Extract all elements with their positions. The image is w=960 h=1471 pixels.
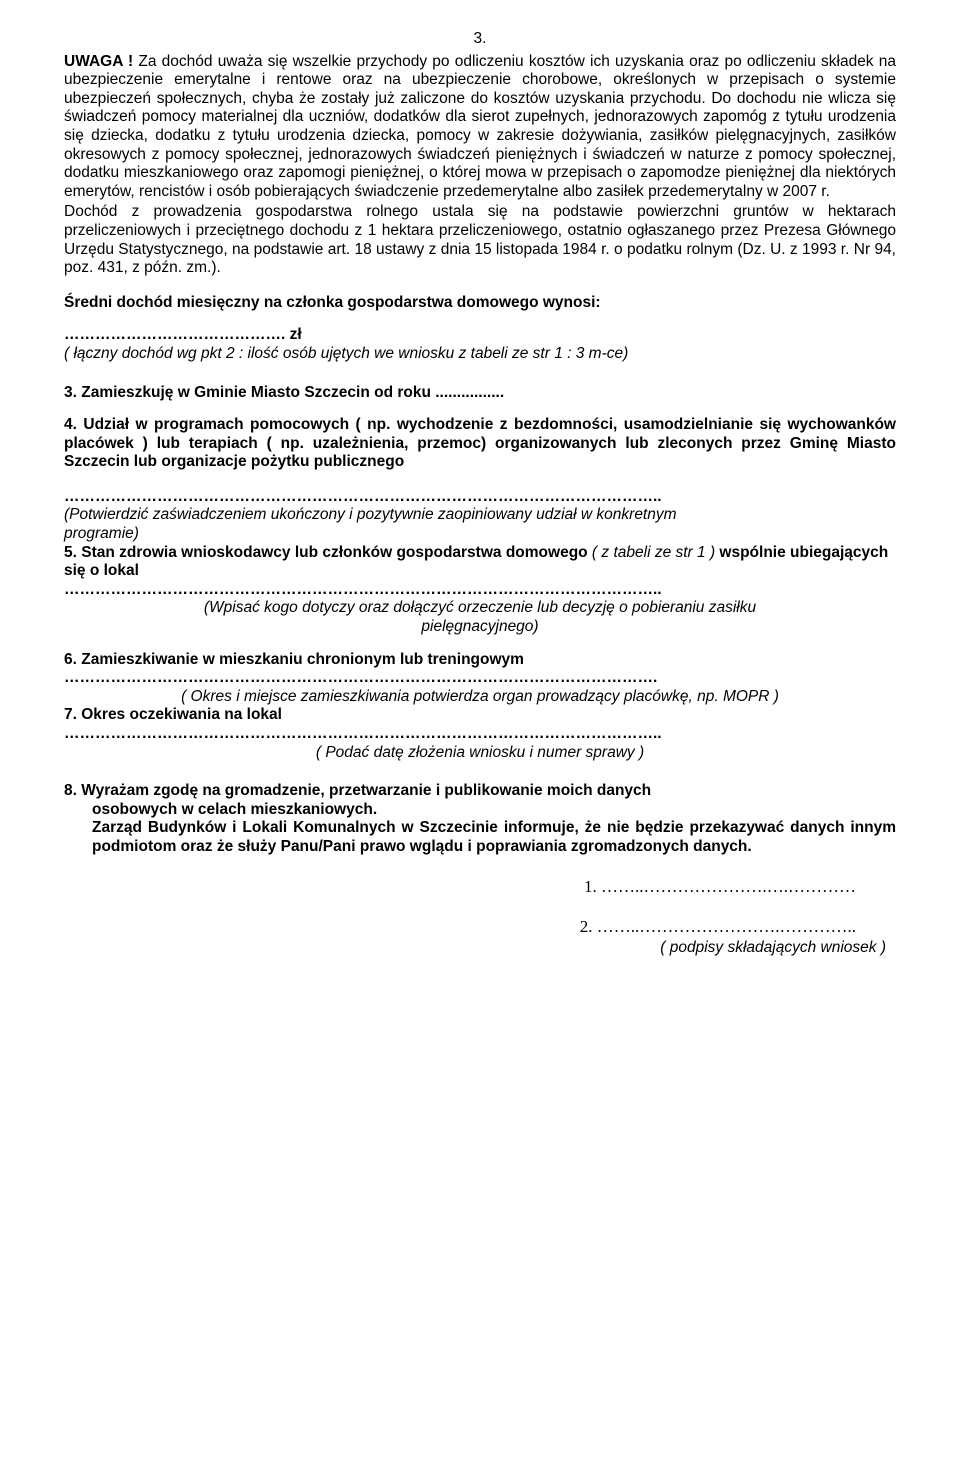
section-4-note-b: programie) bbox=[64, 525, 896, 544]
section-7: 7. Okres oczekiwania na lokal bbox=[64, 706, 896, 725]
section-7-dots: …………………………………………………………………………………………………….. bbox=[64, 725, 896, 744]
section-3: 3. Zamieszkuję w Gminie Miasto Szczecin … bbox=[64, 384, 896, 403]
body-p1a: Za dochód uważa się wszelkie przychody p… bbox=[64, 53, 896, 200]
section-4-dots: …………………………………………………………………………………………………….. bbox=[64, 488, 896, 507]
avg-income-line: ……………………………………. zł bbox=[64, 326, 896, 345]
section-7-note: ( Podać datę złożenia wniosku i numer sp… bbox=[64, 744, 896, 763]
section-5-a: 5. Stan zdrowia wnioskodawcy lub członkó… bbox=[64, 544, 588, 561]
section-4-note-a: (Potwierdzić zaświadczeniem ukończony i … bbox=[64, 506, 896, 525]
section-4: 4. Udział w programach pomocowych ( np. … bbox=[64, 416, 896, 472]
section-5-b: ( z tabeli ze str 1 ) bbox=[588, 544, 715, 561]
section-5-note-b: pielęgnacyjnego) bbox=[64, 618, 896, 637]
main-paragraph: UWAGA ! Za dochód uważa się wszelkie prz… bbox=[64, 53, 896, 202]
page-number: 3. bbox=[64, 30, 896, 49]
avg-income-note: ( łączny dochód wg pkt 2 : ilość osób uj… bbox=[64, 345, 896, 364]
section-5-note-a: (Wpisać kogo dotyczy oraz dołączyć orzec… bbox=[64, 599, 896, 618]
section-6-dots: ……………………………………………………………………………………………………. bbox=[64, 669, 896, 688]
section-8-c: Zarząd Budynków i Lokali Komunalnych w S… bbox=[64, 819, 896, 856]
signature-caption: ( podpisy składających wniosek ) bbox=[64, 939, 896, 958]
signature-line-1: 1. ……..………………….….………… bbox=[64, 877, 856, 897]
section-6-note: ( Okres i miejsce zamieszkiwania potwier… bbox=[64, 688, 896, 707]
section-5: 5. Stan zdrowia wnioskodawcy lub członkó… bbox=[64, 544, 896, 581]
section-6: 6. Zamieszkiwanie w mieszkaniu chroniony… bbox=[64, 651, 896, 670]
uwaga-label: UWAGA ! bbox=[64, 53, 133, 70]
signature-line-2: 2. ……..…………………….………….. bbox=[64, 917, 856, 937]
section-8-b: osobowych w celach mieszkaniowych. bbox=[64, 801, 896, 820]
avg-income-title: Średni dochód miesięczny na członka gosp… bbox=[64, 294, 896, 313]
body-p1b: Dochód z prowadzenia gospodarstwa rolneg… bbox=[64, 203, 896, 277]
section-8-a: 8. Wyrażam zgodę na gromadzenie, przetwa… bbox=[64, 782, 896, 801]
section-5-dots: …………………………………………………………………………………………………….. bbox=[64, 581, 896, 600]
